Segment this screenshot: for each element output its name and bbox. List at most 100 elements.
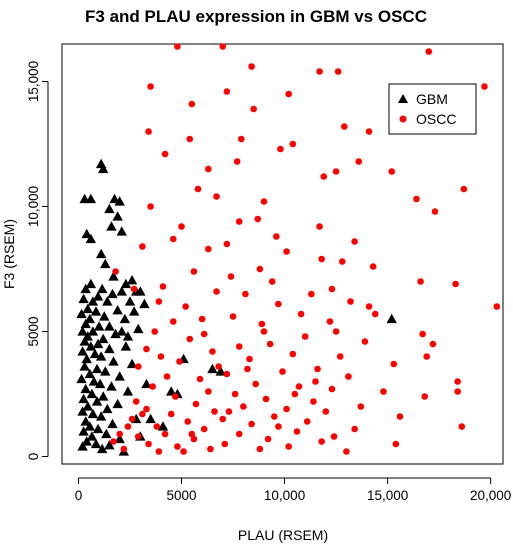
gbm-point [126,275,138,285]
gbm-point [116,286,127,296]
oscc-point [277,145,284,153]
oscc-point [163,373,171,380]
oscc-point [390,360,398,368]
oscc-point [266,340,274,348]
gbm-point [102,403,113,414]
data-points [76,43,501,456]
oscc-point [233,158,241,165]
oscc-point [147,203,154,210]
oscc-point [345,373,352,380]
oscc-point [258,320,266,328]
oscc-point [149,383,156,390]
oscc-point [227,273,235,280]
gbm-point [112,305,123,315]
oscc-point [153,423,161,430]
oscc-point [285,443,292,450]
oscc-point [151,328,159,335]
oscc-point [248,420,255,428]
gbm-point [141,378,152,389]
gbm-point [101,428,112,439]
oscc-point [235,218,243,225]
oscc-point [213,193,220,200]
gbm-point [116,226,127,236]
x-tick-label: 10,000 [264,488,305,503]
oscc-point [120,445,128,453]
gbm-point [87,326,99,336]
oscc-point [174,43,181,50]
oscc-point [326,318,334,325]
gbm-point [78,293,89,304]
gbm-point [79,361,90,371]
oscc-point [244,365,251,373]
oscc-point [180,448,187,455]
oscc-point [139,410,146,418]
gbm-point [120,278,132,289]
oscc-point [260,328,268,335]
oscc-point [283,405,290,413]
oscc-point [240,403,247,410]
oscc-point [365,128,373,135]
oscc-point [419,330,426,338]
oscc-point [178,223,185,230]
oscc-point [155,448,163,455]
oscc-point [318,255,325,263]
oscc-point [297,310,305,318]
oscc-point [310,398,317,405]
oscc-point [301,333,309,340]
gbm-point [85,233,97,244]
oscc-point [139,243,146,250]
gbm-point [78,393,89,404]
oscc-point [145,440,152,448]
oscc-point [221,440,229,448]
oscc-point [417,278,424,285]
gbm-point [98,333,109,344]
oscc-point [328,385,336,393]
oscc-point [493,303,501,310]
oscc-point [332,168,340,175]
oscc-point [357,403,365,410]
oscc-point [336,353,344,360]
gbm-point [215,366,226,376]
gbm-point [77,406,88,416]
oscc-point [112,268,119,275]
oscc-point [260,198,268,205]
oscc-point [295,383,303,390]
oscc-point [209,348,216,355]
oscc-point [159,283,167,290]
oscc-point [200,330,208,338]
oscc-point [219,43,227,50]
gbm-point [114,196,125,206]
gbm-point [84,368,96,379]
plot-frame [61,43,504,465]
oscc-point [147,83,154,90]
gbm-point [87,296,99,306]
gbm-point [166,386,177,396]
gbm-point [77,346,88,356]
oscc-point [380,388,387,395]
gbm-point [386,313,397,324]
gbm-point [116,326,127,336]
gbm-point [139,298,150,309]
oscc-point [132,398,140,405]
oscc-point [293,428,301,435]
oscc-point [343,448,350,455]
oscc-point [207,445,214,453]
oscc-point [273,233,280,240]
series-gbm [76,158,397,456]
gbm-point [107,418,118,429]
oscc-point [184,418,192,425]
oscc-point [231,390,239,398]
oscc-point [215,363,222,370]
gbm-point [85,193,97,204]
y-tick-label: 5000 [26,316,41,346]
legend-gbm-triangle-icon [398,94,408,103]
gbm-point [119,313,131,324]
gbm-point [81,228,92,239]
gbm-point [114,371,125,381]
gbm-point [100,258,111,269]
oscc-point [182,303,189,310]
oscc-point [355,158,363,165]
oscc-point [328,285,336,293]
gbm-point [90,438,102,449]
